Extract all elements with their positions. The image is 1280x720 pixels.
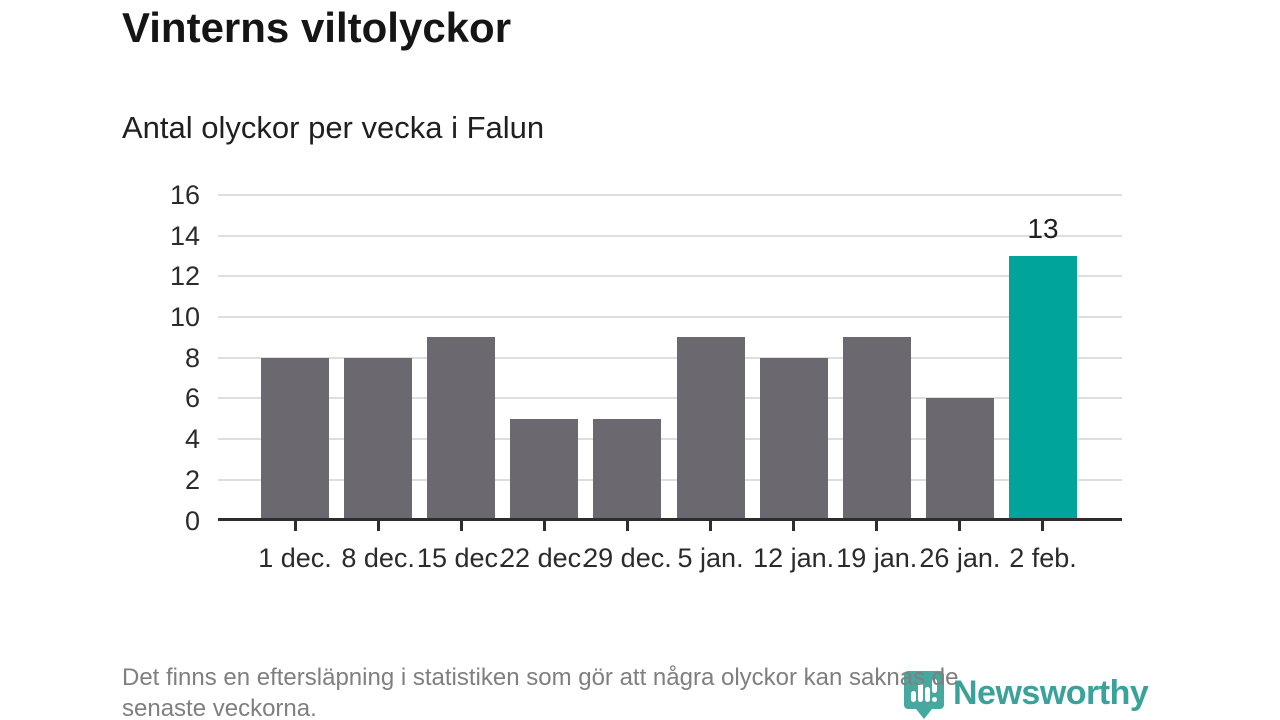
footnote-line-1: Det finns en eftersläpning i statistiken… [122, 664, 959, 691]
y-axis-tick-label: 4 [184, 424, 200, 455]
bar-15-dec- [427, 337, 496, 521]
bar-29-dec- [593, 418, 662, 521]
x-axis-category-label: 1 dec. [258, 543, 332, 573]
bar-19-jan- [842, 337, 911, 521]
x-axis-tick [792, 521, 796, 531]
newsworthy-logo: Newsworthy [903, 670, 1149, 720]
x-axis-category-label: 22 dec. [500, 543, 589, 573]
bar-1-dec- [261, 357, 329, 521]
y-axis-tick-label: 12 [169, 261, 200, 292]
y-axis-tick-label: 0 [184, 505, 200, 536]
x-axis-tick [542, 521, 546, 531]
x-axis-tick [709, 521, 713, 531]
x-axis-tick [875, 521, 879, 531]
y-axis-tick-label: 2 [184, 464, 200, 495]
x-axis-category-label: 8 dec. [341, 543, 415, 573]
newsworthy-wordmark: Newsworthy [953, 674, 1149, 712]
bar-22-dec- [510, 418, 579, 521]
x-axis-tick [1041, 521, 1045, 531]
gridline-y-4 [218, 438, 1122, 441]
bar-2-feb- [1008, 256, 1077, 521]
footnote: Det finns en eftersläpning i statistiken… [122, 662, 1142, 720]
y-axis-tick-label: 10 [169, 302, 200, 333]
x-axis-category-label: 29 dec. [583, 543, 672, 573]
newsworthy-pin-icon [904, 671, 944, 719]
y-axis-tick-label: 6 [184, 383, 200, 414]
bar-12-jan- [759, 357, 828, 521]
x-axis-category-label: 15 dec. [416, 543, 506, 573]
chart-subtitle: Antal olyckor per vecka i Falun [122, 110, 545, 145]
bar-5-jan- [676, 337, 745, 521]
x-axis-line [218, 518, 1122, 521]
chart-title: Vinterns viltolyckor [122, 4, 512, 51]
x-axis-category-label: 5 jan. [677, 543, 744, 573]
y-axis-tick-label: 16 [169, 180, 200, 210]
gridline-y-14 [218, 234, 1122, 237]
gridline-y-10 [218, 316, 1122, 319]
x-axis-tick [459, 521, 463, 531]
bar-8-dec- [344, 357, 413, 521]
footnote-line-2: senaste veckorna. [122, 695, 317, 720]
gridline-y-12 [218, 275, 1122, 278]
x-axis-category-label: 19 jan. [836, 543, 918, 573]
gridline-y-8 [218, 356, 1122, 359]
x-axis-tick [376, 521, 380, 531]
x-axis-tick [293, 521, 297, 531]
highlight-value-label: 13 [1027, 213, 1059, 245]
gridline-y-6 [218, 397, 1122, 400]
x-axis-category-label: 12 jan. [753, 543, 835, 573]
x-axis-category-label: 2 feb. [1009, 543, 1077, 573]
x-axis-tick [958, 521, 962, 531]
gridline-y-2 [218, 478, 1122, 481]
gridline-y-16 [218, 194, 1122, 196]
y-axis-tick-label: 8 [184, 342, 200, 373]
x-axis-tick [625, 521, 629, 531]
bar-26-jan- [925, 398, 994, 521]
x-axis-category-label: 26 jan. [919, 543, 1001, 573]
y-axis-tick-label: 14 [169, 220, 200, 251]
